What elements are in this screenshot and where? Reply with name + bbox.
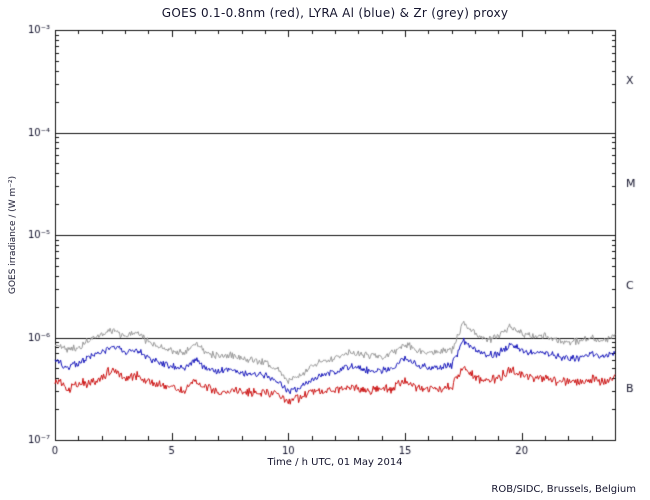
credit-text: ROB/SIDC, Brussels, Belgium [491,484,636,495]
y-axis-label: GOES irradiance / (W m⁻²) [8,175,18,295]
x-axis-label: Time / h UTC, 01 May 2014 [267,457,403,468]
chart-title: GOES 0.1-0.8nm (red), LYRA Al (blue) & Z… [161,6,509,20]
